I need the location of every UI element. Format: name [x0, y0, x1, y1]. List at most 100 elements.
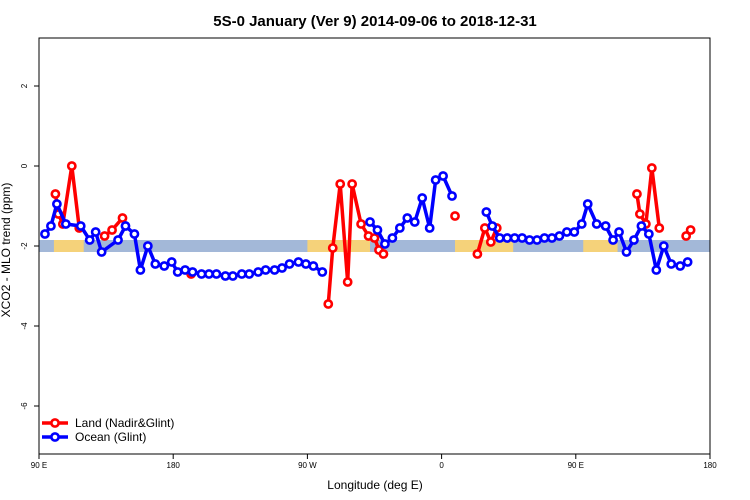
data-point	[608, 235, 618, 245]
data-point	[180, 265, 191, 275]
data-point	[135, 265, 146, 275]
data-point	[51, 199, 62, 209]
legend: Land (Nadir&Glint)Ocean (Glint)	[42, 416, 174, 444]
data-point	[554, 231, 565, 241]
data-point	[378, 249, 389, 259]
data-point	[365, 217, 375, 227]
data-point	[347, 179, 358, 189]
legend-label: Land (Nadir&Glint)	[75, 416, 174, 430]
data-point	[675, 261, 686, 271]
data-point	[166, 257, 177, 267]
legend-marker	[50, 418, 60, 428]
data-point	[75, 221, 86, 231]
data-point	[424, 223, 435, 233]
data-point	[447, 191, 457, 201]
data-point	[658, 241, 669, 251]
data-point	[356, 219, 366, 229]
data-point	[323, 299, 334, 309]
data-point	[211, 269, 222, 279]
data-point	[487, 221, 498, 231]
data-point	[50, 189, 61, 199]
data-point	[301, 259, 311, 269]
data-point	[547, 233, 557, 243]
land-band-segment	[455, 240, 514, 252]
data-point	[402, 213, 413, 223]
data-point	[380, 239, 390, 249]
data-point	[293, 257, 304, 267]
data-point	[129, 229, 140, 239]
data-point	[269, 265, 280, 275]
data-point	[308, 261, 319, 271]
data-point	[317, 267, 328, 277]
data-point	[430, 175, 441, 185]
chart-title: 5S-0 January (Ver 9) 2014-09-06 to 2018-…	[213, 13, 537, 30]
data-point	[236, 269, 247, 279]
data-point	[394, 223, 405, 233]
data-point	[244, 269, 255, 279]
data-point	[342, 277, 353, 287]
data-point	[172, 267, 183, 277]
data-point	[196, 269, 207, 279]
data-point	[335, 179, 346, 189]
data-point	[117, 213, 128, 223]
series-line	[368, 174, 454, 246]
data-point	[220, 271, 231, 281]
ocean-band	[39, 240, 710, 252]
series-line	[635, 166, 662, 229]
data-point	[327, 243, 338, 253]
data-point	[60, 219, 71, 229]
y-tick-label: -2	[20, 242, 29, 250]
x-tick-label: 90 E	[568, 461, 584, 470]
data-point	[485, 237, 496, 247]
data-point	[666, 259, 677, 269]
data-point	[46, 221, 56, 231]
data-point	[253, 267, 264, 277]
data-point	[539, 233, 550, 243]
data-point	[635, 209, 645, 219]
data-point	[517, 233, 528, 243]
legend-marker	[50, 432, 60, 442]
x-axis-label: Longitude (deg E)	[327, 478, 422, 492]
axes: 90 E 180 90 W 0 90 E 180 2 0 -2 -4 -6	[20, 37, 717, 470]
series-land	[50, 161, 696, 309]
series-layer	[40, 161, 696, 309]
background-band	[39, 240, 710, 252]
data-point	[142, 241, 153, 251]
data-point	[387, 233, 398, 243]
data-point	[84, 235, 95, 245]
y-tick-label: -6	[20, 402, 29, 410]
data-point	[187, 267, 198, 277]
y-tick-label: -4	[20, 322, 29, 330]
land-band-segment	[583, 240, 618, 252]
data-point	[502, 233, 513, 243]
data-point	[651, 265, 662, 275]
data-point	[40, 229, 50, 239]
data-point	[479, 223, 490, 233]
data-point	[472, 249, 483, 259]
data-point	[107, 225, 117, 235]
data-point	[409, 217, 420, 227]
data-point	[90, 227, 101, 237]
data-point	[66, 161, 77, 171]
data-point	[450, 211, 460, 221]
data-point	[576, 219, 587, 229]
data-point	[120, 221, 131, 231]
x-tick-label: 90 E	[31, 461, 47, 470]
series-line	[475, 226, 499, 255]
data-point	[681, 231, 692, 241]
data-point	[113, 235, 123, 245]
data-point	[532, 235, 542, 245]
data-point	[159, 261, 170, 271]
data-point	[372, 225, 383, 235]
x-tick-label: 0	[439, 461, 444, 470]
land-band-segment	[307, 240, 371, 252]
land-band-segment	[53, 240, 84, 252]
data-point	[636, 221, 647, 231]
data-point	[591, 219, 602, 229]
x-tick-label: 90 W	[298, 461, 317, 470]
series-ocean	[40, 171, 693, 281]
data-point	[643, 229, 654, 239]
data-point	[632, 189, 642, 199]
x-tick-label: 180	[703, 461, 717, 470]
